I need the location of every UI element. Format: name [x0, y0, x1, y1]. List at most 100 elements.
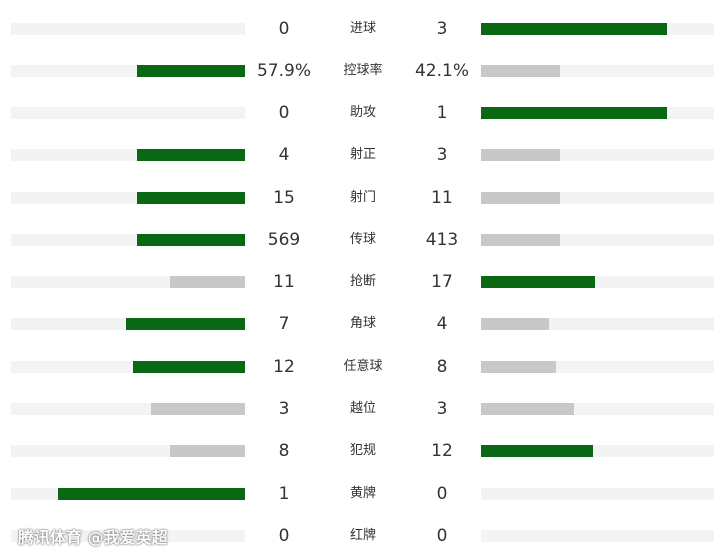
right-value: 1: [436, 103, 448, 123]
left-value: 1: [278, 484, 290, 504]
stat-row-possession: 57.9% 控球率 42.1%: [0, 50, 725, 92]
right-bar-track: [481, 488, 714, 500]
right-value: 3: [436, 399, 448, 419]
stat-label: 黄牌: [349, 486, 376, 501]
right-bar-track: [481, 149, 714, 161]
right-value: 42.1%: [414, 61, 469, 81]
right-value: 12: [431, 441, 453, 461]
right-bar-fill: [481, 192, 561, 204]
left-value: 569: [267, 230, 301, 250]
left-bar-track: [11, 192, 245, 204]
left-bar-fill: [125, 318, 245, 330]
right-bar-track: [481, 530, 714, 542]
left-bar-fill: [137, 234, 245, 246]
stat-row-yellow-cards: 1 黄牌 0: [0, 473, 725, 515]
left-value: 8: [278, 441, 290, 461]
stat-row-tackles: 11 抢断 17: [0, 261, 725, 303]
left-bar-track: [11, 488, 245, 500]
right-bar-track: [481, 318, 714, 330]
left-bar-track: [11, 530, 245, 542]
stat-label: 犯规: [349, 443, 376, 458]
left-value: 11: [273, 272, 295, 292]
right-value: 0: [436, 526, 448, 546]
stat-row-passes: 569 传球 413: [0, 219, 725, 261]
left-bar-track: [11, 234, 245, 246]
right-value: 0: [436, 484, 448, 504]
left-bar-track: [11, 65, 245, 77]
stat-label: 射门: [349, 190, 376, 205]
right-bar-fill: [481, 318, 549, 330]
left-value: 7: [278, 314, 290, 334]
left-bar-fill: [132, 361, 245, 373]
left-bar-fill: [170, 445, 245, 457]
left-bar-fill: [137, 65, 245, 77]
left-bar-fill: [57, 488, 245, 500]
stat-label: 任意球: [343, 359, 383, 374]
left-value: 0: [278, 103, 290, 123]
stat-row-red-cards: 0 红牌 0: [0, 515, 725, 557]
left-bar-track: [11, 276, 245, 288]
left-value: 4: [278, 145, 290, 165]
left-value: 0: [278, 19, 290, 39]
stat-row-fouls: 8 犯规 12: [0, 430, 725, 472]
right-bar-fill: [481, 65, 561, 77]
right-bar-track: [481, 234, 714, 246]
watermark: 腾讯体育 @我爱英超: [18, 528, 168, 547]
right-value: 4: [436, 314, 448, 334]
stat-row-shots-on-target: 4 射正 3: [0, 134, 725, 176]
right-bar-fill: [481, 149, 561, 161]
left-bar-fill: [151, 403, 245, 415]
left-bar-track: [11, 318, 245, 330]
stat-row-shots: 15 射门 11: [0, 177, 725, 219]
right-value: 413: [425, 230, 459, 250]
right-bar-fill: [481, 445, 593, 457]
stat-row-assists: 0 助攻 1: [0, 92, 725, 134]
left-bar-track: [11, 403, 245, 415]
right-value: 11: [431, 188, 453, 208]
stat-row-offsides: 3 越位 3: [0, 388, 725, 430]
right-bar-fill: [481, 403, 575, 415]
stat-label: 助攻: [349, 105, 376, 120]
right-bar-fill: [481, 276, 596, 288]
right-value: 17: [431, 272, 453, 292]
stat-label: 越位: [349, 401, 376, 416]
stat-label: 抢断: [349, 274, 376, 289]
right-bar-track: [481, 107, 714, 119]
stat-label: 进球: [349, 21, 376, 36]
left-bar-track: [11, 23, 245, 35]
left-bar-track: [11, 445, 245, 457]
stat-row-goals: 0 进球 3: [0, 8, 725, 50]
left-bar-track: [11, 107, 245, 119]
left-bar-track: [11, 361, 245, 373]
right-bar-track: [481, 276, 714, 288]
right-bar-track: [481, 403, 714, 415]
right-bar-track: [481, 445, 714, 457]
stat-label: 射正: [349, 147, 376, 162]
left-value: 3: [278, 399, 290, 419]
right-value: 3: [436, 19, 448, 39]
left-value: 15: [273, 188, 295, 208]
right-bar-track: [481, 361, 714, 373]
right-value: 8: [436, 357, 448, 377]
left-value: 12: [273, 357, 295, 377]
stat-label: 角球: [349, 316, 376, 331]
right-bar-fill: [481, 23, 668, 35]
left-value: 0: [278, 526, 290, 546]
stat-row-corners: 7 角球 4: [0, 303, 725, 345]
right-bar-fill: [481, 361, 556, 373]
stat-label: 控球率: [343, 63, 383, 78]
stat-label: 红牌: [349, 528, 376, 543]
left-value: 57.9%: [256, 61, 311, 81]
right-bar-track: [481, 23, 714, 35]
stat-row-free-kicks: 12 任意球 8: [0, 346, 725, 388]
right-bar-track: [481, 65, 714, 77]
left-bar-track: [11, 149, 245, 161]
right-value: 3: [436, 145, 448, 165]
right-bar-track: [481, 192, 714, 204]
right-bar-fill: [481, 234, 561, 246]
stat-label: 传球: [349, 232, 376, 247]
left-bar-fill: [170, 276, 245, 288]
right-bar-fill: [481, 107, 668, 119]
left-bar-fill: [137, 192, 245, 204]
